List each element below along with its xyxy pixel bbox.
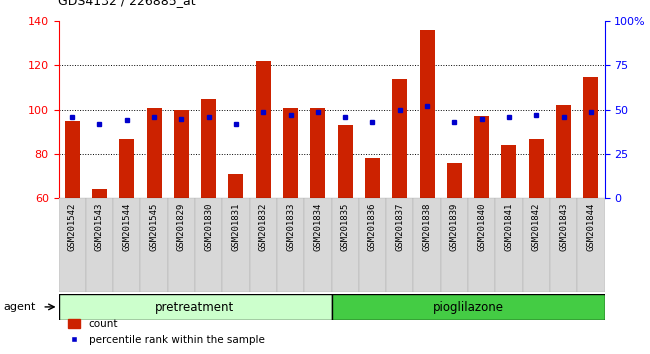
Bar — [495, 198, 523, 292]
Bar — [468, 198, 495, 292]
Bar — [583, 76, 599, 198]
Bar — [359, 198, 386, 292]
Text: GSM201832: GSM201832 — [259, 203, 268, 251]
Bar — [577, 198, 605, 292]
Bar — [228, 174, 244, 198]
Bar — [255, 61, 271, 198]
Text: GSM201842: GSM201842 — [532, 203, 541, 251]
Text: GSM201843: GSM201843 — [559, 203, 568, 251]
Bar — [146, 108, 162, 198]
Bar — [332, 294, 604, 320]
Text: GSM201840: GSM201840 — [477, 203, 486, 251]
Text: GSM201543: GSM201543 — [95, 203, 104, 251]
Bar — [119, 138, 135, 198]
Bar — [92, 189, 107, 198]
Bar — [195, 198, 222, 292]
Text: GSM201545: GSM201545 — [150, 203, 159, 251]
Bar — [222, 198, 250, 292]
Bar — [310, 108, 326, 198]
Bar — [64, 121, 80, 198]
Text: GSM201838: GSM201838 — [422, 203, 432, 251]
Bar — [447, 163, 462, 198]
Text: GSM201829: GSM201829 — [177, 203, 186, 251]
Bar — [501, 145, 517, 198]
Bar — [58, 198, 86, 292]
Bar — [140, 198, 168, 292]
Bar — [392, 79, 408, 198]
Text: GSM201834: GSM201834 — [313, 203, 322, 251]
Bar — [337, 125, 353, 198]
Legend: count, percentile rank within the sample: count, percentile rank within the sample — [64, 315, 268, 349]
Text: pretreatment: pretreatment — [155, 301, 235, 314]
Text: GDS4132 / 226885_at: GDS4132 / 226885_at — [58, 0, 196, 7]
Bar — [250, 198, 277, 292]
Text: GSM201837: GSM201837 — [395, 203, 404, 251]
Bar — [283, 108, 298, 198]
Text: GSM201544: GSM201544 — [122, 203, 131, 251]
Bar — [201, 99, 216, 198]
Bar — [528, 138, 544, 198]
Bar — [277, 198, 304, 292]
Text: GSM201836: GSM201836 — [368, 203, 377, 251]
Text: GSM201839: GSM201839 — [450, 203, 459, 251]
Bar — [304, 198, 332, 292]
Bar — [168, 198, 195, 292]
Text: GSM201833: GSM201833 — [286, 203, 295, 251]
Bar — [365, 159, 380, 198]
Bar — [441, 198, 468, 292]
Text: GSM201841: GSM201841 — [504, 203, 514, 251]
Bar — [413, 198, 441, 292]
Bar — [113, 198, 140, 292]
Bar — [86, 198, 113, 292]
Text: agent: agent — [3, 302, 36, 312]
Text: GSM201831: GSM201831 — [231, 203, 240, 251]
Text: pioglilazone: pioglilazone — [432, 301, 504, 314]
Text: GSM201542: GSM201542 — [68, 203, 77, 251]
Bar — [556, 105, 571, 198]
Bar — [419, 30, 435, 198]
Bar — [58, 294, 332, 320]
Bar — [474, 116, 489, 198]
Text: GSM201844: GSM201844 — [586, 203, 595, 251]
Text: GSM201835: GSM201835 — [341, 203, 350, 251]
Bar — [386, 198, 413, 292]
Bar — [332, 198, 359, 292]
Bar — [550, 198, 577, 292]
Text: GSM201830: GSM201830 — [204, 203, 213, 251]
Bar — [174, 110, 189, 198]
Bar — [523, 198, 550, 292]
